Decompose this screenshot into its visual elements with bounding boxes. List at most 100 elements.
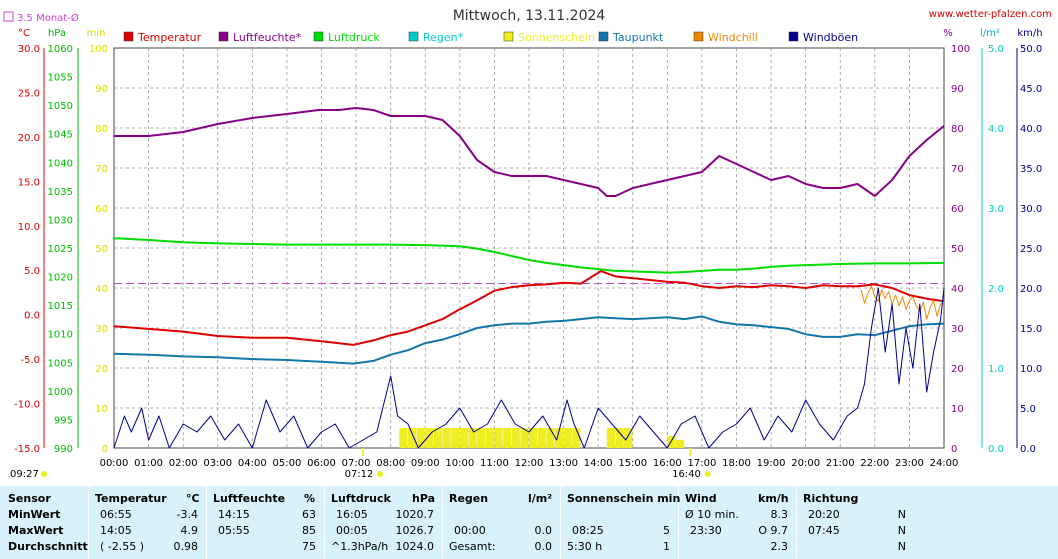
legend-label: Windchill	[708, 31, 758, 44]
avg-temp-value: 0.98	[173, 540, 199, 553]
avg-rain-value: 0.0	[534, 540, 553, 553]
legend-label: Temperatur	[137, 31, 202, 44]
axis-tick-temperature: 25.0	[18, 88, 40, 99]
avg-temp-time: ( -2.55 )	[100, 540, 145, 553]
sunshine-bar	[442, 428, 451, 448]
sunshine-bar	[399, 428, 408, 448]
series-line-windben	[113, 287, 945, 449]
min-hum-time: 14:15	[218, 508, 250, 521]
corner-time: 09:27	[10, 469, 39, 480]
sunshine-bar	[667, 436, 676, 448]
header-wind: Wind	[685, 492, 717, 505]
max-hum-value: 85	[302, 524, 316, 537]
axis-tick-sunshine: 50	[95, 244, 108, 255]
axis-tick-wind: 40.0	[1020, 124, 1042, 135]
axis-tick-wind: 30.0	[1020, 204, 1042, 215]
min-temp-time: 06:55	[100, 508, 132, 521]
sunshine-bar	[529, 428, 538, 448]
axis-tick-wind: 5.0	[1020, 404, 1036, 415]
axis-tick-wind: 0.0	[1020, 444, 1036, 455]
x-tick-label: 12:00	[515, 458, 544, 469]
legend-swatch	[788, 31, 799, 42]
axis-tick-wind: 35.0	[1020, 164, 1042, 175]
axis-tick-pressure: 1020	[48, 273, 73, 284]
legend-label: Luftdruck	[328, 31, 380, 44]
axis-tick-humidity: 70	[951, 164, 964, 175]
axis-tick-rain: 5.0	[988, 44, 1004, 55]
chart-title: Mittwoch, 13.11.2024	[453, 8, 606, 24]
sunshine-bar	[554, 428, 564, 448]
min-temp-value: -3.4	[176, 508, 198, 521]
sunshine-bar	[511, 428, 520, 448]
header-sunshine: Sonnenschein min	[567, 492, 681, 505]
axis-tick-pressure: 995	[54, 415, 73, 426]
x-tick-label: 03:00	[203, 458, 232, 469]
axis-tick-rain: 4.0	[988, 124, 1004, 135]
axis-tick-wind: 10.0	[1020, 364, 1042, 375]
x-tick-label: 01:00	[134, 458, 163, 469]
max-rain-value: 0.0	[534, 524, 553, 537]
axis-tick-wind: 50.0	[1020, 44, 1042, 55]
axis-tick-sunshine: 30	[95, 324, 108, 335]
x-tick-label: 09:00	[411, 458, 440, 469]
x-tick-label: 13:00	[549, 458, 578, 469]
axis-tick-humidity: 10	[951, 404, 964, 415]
axis-tick-temperature: -5.0	[20, 355, 40, 366]
max-rain-time: 00:00	[454, 524, 486, 537]
sunshine-bar	[624, 428, 633, 448]
x-tick-label: 11:00	[480, 458, 509, 469]
max-wind-time: 23:30	[690, 524, 722, 537]
x-tick-label: 02:00	[169, 458, 198, 469]
x-tick-label: 10:00	[445, 458, 474, 469]
series-line-temperatur	[113, 270, 945, 346]
axis-unit-right: %	[943, 28, 953, 39]
weather-chart: Mittwoch, 13.11.2024 www.wetter-pfalzen.…	[3, 8, 1052, 480]
axis-tick-temperature: 0.0	[24, 311, 40, 322]
header-wind-unit: km/h	[758, 492, 789, 505]
axis-tick-sunshine: 40	[95, 284, 108, 295]
legend-swatch	[598, 31, 609, 42]
axis-tick-humidity: 0	[951, 444, 957, 455]
x-tick-label: 07:00	[342, 458, 371, 469]
axis-tick-sunshine: 0	[102, 444, 108, 455]
sunshine-bar	[485, 428, 494, 448]
x-tick-label: 04:00	[238, 458, 267, 469]
x-tick-label: 20:00	[791, 458, 820, 469]
reference-line-legend: 3.5 Monat-Ø	[3, 11, 79, 24]
axis-tick-pressure: 1010	[48, 330, 73, 341]
x-tick-label: 17:00	[688, 458, 717, 469]
min-dir-value: N	[897, 508, 906, 521]
axis-tick-humidity: 20	[951, 364, 964, 375]
x-tick-label: 21:00	[826, 458, 855, 469]
avg-hum-value: 75	[302, 540, 316, 553]
sunshine-bar	[451, 428, 460, 448]
sunshine-bar	[433, 428, 443, 448]
x-tick-label: 23:00	[895, 458, 924, 469]
legend-swatch	[313, 31, 324, 42]
sunshine-bar	[459, 428, 468, 448]
axis-tick-humidity: 90	[951, 84, 964, 95]
x-tick-label: 16:00	[653, 458, 682, 469]
series-line-taupunkt	[113, 315, 945, 365]
sunshine-bar	[606, 428, 615, 448]
axis-tick-sunshine: 100	[89, 44, 108, 55]
sunshine-bar	[520, 428, 529, 448]
legend-swatch	[218, 31, 229, 42]
axis-tick-humidity: 100	[951, 44, 970, 55]
axis-tick-sunshine: 80	[95, 124, 108, 135]
axis-tick-pressure: 1025	[48, 244, 73, 255]
series-line-luftdruck	[113, 237, 945, 274]
x-tick-label: 14:00	[584, 458, 613, 469]
site-link[interactable]: www.wetter-pfalzen.com	[929, 9, 1052, 20]
sun-icon	[41, 471, 47, 477]
max-press-time: 00:05	[336, 524, 368, 537]
axis-tick-pressure: 1050	[48, 101, 73, 112]
max-wind-value: O 9.7	[758, 524, 788, 537]
sun-mark-label: 07:12	[345, 469, 374, 480]
statistics-table: Sensor Temperatur °C Luftfeuchte % Luftd…	[0, 486, 1058, 559]
sunshine-bar	[477, 428, 486, 448]
min-dir-time: 20:20	[808, 508, 840, 521]
avg-press-trend: ^1.3hPa/h	[331, 540, 389, 553]
legend-swatch	[503, 31, 514, 42]
max-temp-time: 14:05	[100, 524, 132, 537]
